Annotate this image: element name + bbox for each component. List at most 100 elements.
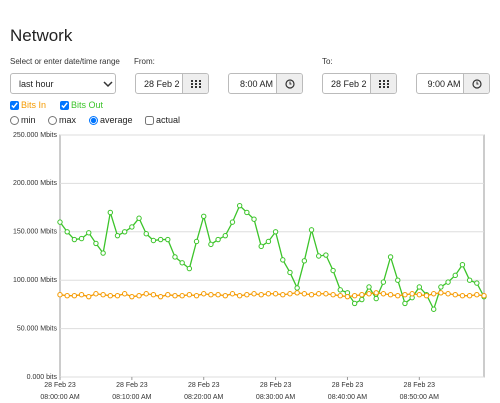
data-point — [301, 258, 308, 264]
data-point — [409, 291, 415, 297]
data-point — [380, 291, 387, 297]
data-point — [186, 265, 193, 272]
data-point — [359, 292, 365, 298]
range-select[interactable]: last hour — [10, 73, 116, 94]
data-point — [337, 292, 343, 299]
data-point — [100, 292, 106, 298]
data-point — [430, 291, 437, 297]
calendar-icon — [378, 79, 389, 88]
data-point — [395, 277, 401, 283]
series-toggle[interactable]: Bits In — [10, 100, 46, 110]
data-point — [423, 292, 430, 299]
to-label: To: — [322, 57, 333, 66]
data-point — [229, 291, 236, 297]
data-point — [265, 291, 272, 297]
checkbox[interactable] — [145, 115, 154, 125]
data-point — [387, 254, 394, 260]
data-point — [330, 292, 336, 298]
data-point — [474, 292, 480, 298]
data-point — [280, 257, 286, 263]
data-point — [351, 300, 358, 307]
to-time-value: 9:00 AM — [427, 78, 461, 89]
radio[interactable] — [10, 115, 19, 125]
data-point — [78, 292, 85, 298]
data-point — [258, 243, 264, 250]
to-date[interactable]: 28 Feb 2 — [322, 73, 397, 94]
data-point — [323, 252, 329, 258]
data-point — [222, 292, 228, 299]
data-point — [330, 267, 336, 274]
data-point — [201, 291, 207, 297]
data-point — [272, 291, 279, 297]
data-point — [466, 277, 473, 283]
data-point — [236, 202, 243, 209]
data-point — [287, 291, 293, 297]
calendar-button[interactable] — [182, 74, 208, 93]
series-toggle[interactable]: Bits Out — [60, 100, 103, 110]
data-point — [251, 216, 257, 222]
from-date[interactable]: 28 Feb 2 — [135, 73, 209, 94]
clock-icon — [471, 78, 482, 89]
data-point — [438, 290, 444, 296]
data-point — [481, 292, 487, 299]
data-point — [395, 292, 401, 299]
option-label: actual — [156, 115, 181, 125]
data-point — [129, 293, 135, 300]
actual-option[interactable]: actual — [145, 115, 180, 125]
data-point — [445, 279, 451, 285]
data-point — [466, 292, 473, 299]
data-point — [258, 292, 264, 298]
radio[interactable] — [48, 115, 57, 125]
data-point — [366, 284, 372, 290]
data-point — [244, 209, 250, 216]
y-tick-label: 100.000 Mbits — [13, 277, 57, 284]
data-point — [294, 285, 300, 291]
dropdown-arrow — [103, 80, 113, 87]
data-point — [186, 292, 193, 298]
data-point — [208, 292, 214, 298]
data-point — [323, 291, 329, 297]
data-point — [301, 291, 308, 297]
data-point — [193, 238, 200, 245]
from-time-value: 8:00 AM — [239, 78, 274, 89]
x-tick-label: 28 Feb 23 08:10:00 AM — [112, 382, 152, 401]
data-point — [143, 231, 149, 237]
clock-button[interactable] — [463, 74, 489, 93]
data-point — [344, 293, 351, 300]
data-point — [351, 292, 358, 299]
data-point — [294, 290, 300, 296]
x-tick-label: 28 Feb 23 08:00:00 AM — [40, 382, 80, 401]
x-tick-label: 28 Feb 23 08:20:00 AM — [184, 382, 224, 401]
from-time[interactable]: 8:00 AM — [228, 73, 303, 94]
x-tick-label: 28 Feb 23 08:40:00 AM — [327, 382, 368, 401]
y-tick-label: 250.000 Mbits — [13, 132, 57, 139]
data-point — [114, 292, 121, 299]
data-point — [387, 292, 394, 298]
to-time[interactable]: 9:00 AM — [416, 73, 490, 94]
aggregation-option[interactable]: max — [48, 115, 76, 125]
checkbox[interactable] — [60, 100, 69, 110]
data-point — [416, 284, 423, 290]
data-point — [57, 219, 63, 225]
data-point — [373, 295, 379, 302]
data-point — [402, 300, 408, 307]
data-point — [100, 250, 106, 256]
data-point — [208, 241, 214, 248]
data-point — [172, 292, 178, 299]
data-point — [359, 296, 365, 303]
data-point — [416, 292, 423, 298]
data-point — [71, 236, 78, 243]
data-point — [136, 292, 142, 299]
data-point — [280, 292, 286, 298]
plot-area — [59, 134, 485, 378]
data-point — [474, 280, 480, 286]
aggregation-option[interactable]: average — [89, 115, 133, 125]
clock-button[interactable] — [276, 74, 302, 93]
x-tick-label: 28 Feb 23 08:50:00 AM — [399, 382, 439, 401]
calendar-button[interactable] — [370, 74, 396, 93]
aggregation-option[interactable]: min — [10, 115, 36, 125]
data-point — [265, 238, 272, 245]
radio[interactable] — [89, 115, 98, 125]
checkbox[interactable] — [10, 100, 19, 110]
